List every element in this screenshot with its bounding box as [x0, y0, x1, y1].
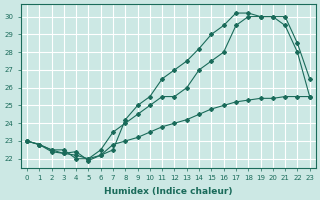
X-axis label: Humidex (Indice chaleur): Humidex (Indice chaleur) [104, 187, 233, 196]
